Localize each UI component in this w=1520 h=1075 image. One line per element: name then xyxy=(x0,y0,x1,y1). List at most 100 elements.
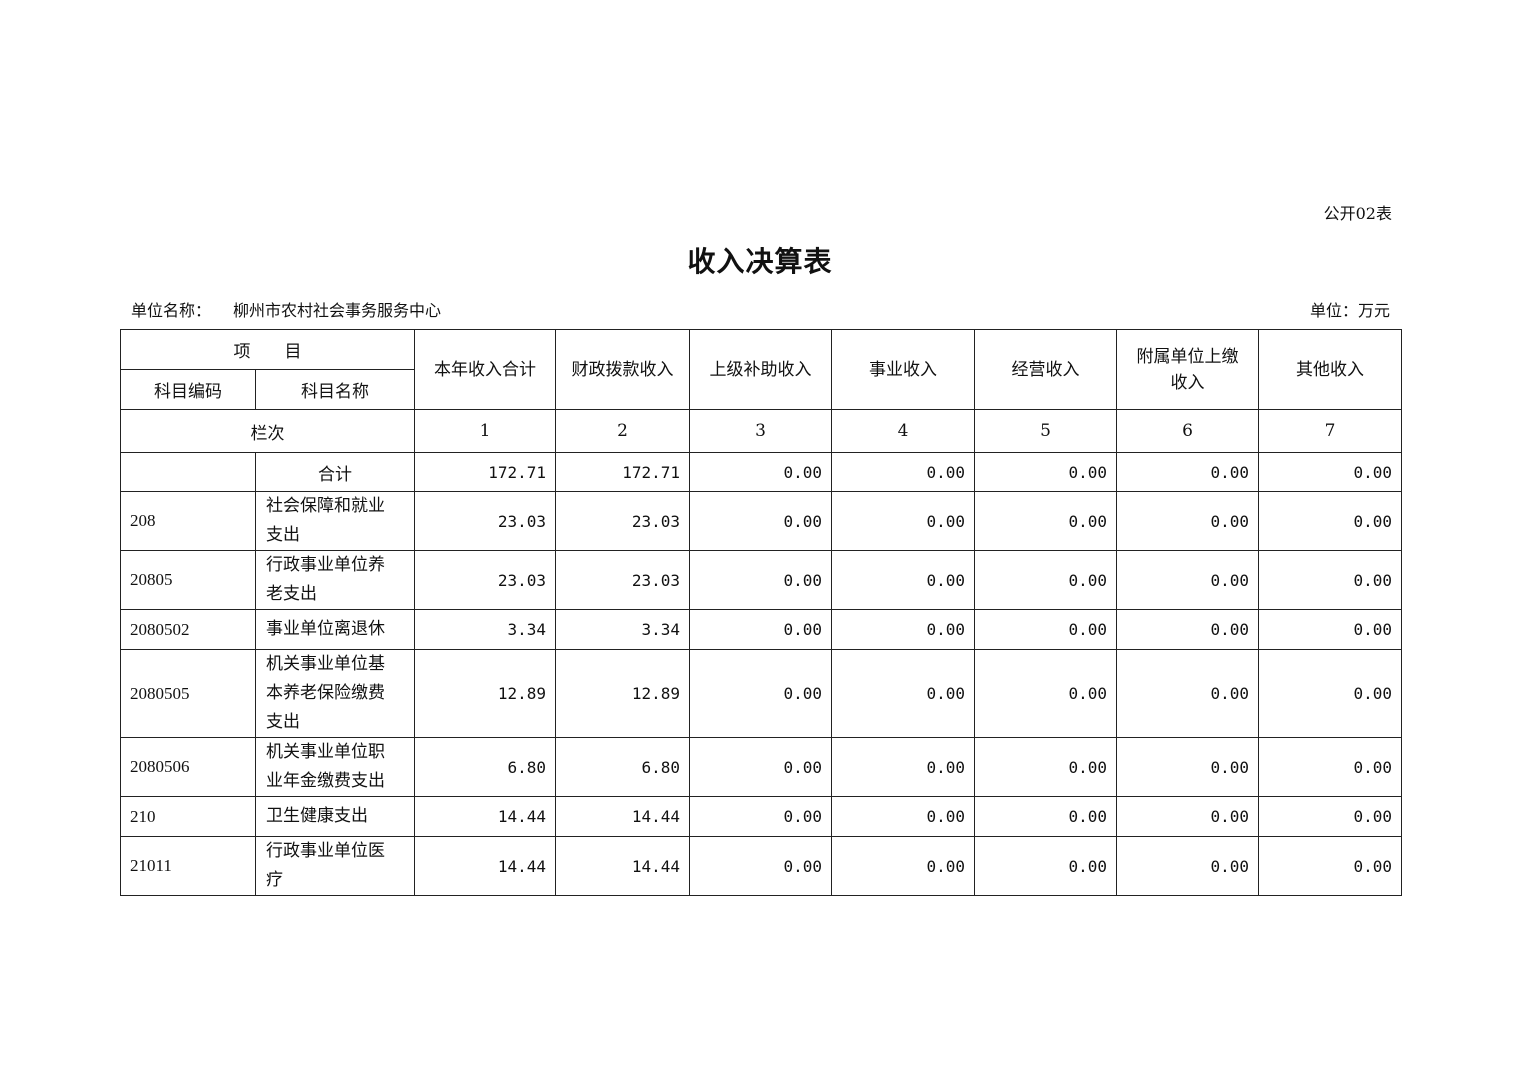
subject-name-cell: 社会保障和就业支出 xyxy=(255,491,415,551)
amount-cell: 0.00 xyxy=(831,836,975,896)
amount-cell: 0.00 xyxy=(1116,649,1259,738)
total-value: 172.71 xyxy=(414,452,556,492)
amount-cell: 0.00 xyxy=(1258,737,1402,797)
amount-cell: 0.00 xyxy=(974,609,1117,650)
total-label: 合计 xyxy=(255,452,415,492)
total-value: 0.00 xyxy=(689,452,832,492)
subject-name-cell: 机关事业单位职业年金缴费支出 xyxy=(255,737,415,797)
table-row: 2080502 事业单位离退休 3.34 3.34 0.00 0.00 0.00 0.00 0.… xyxy=(120,609,1402,650)
amount-cell: 12.89 xyxy=(414,649,556,738)
amount-cell: 0.00 xyxy=(1258,491,1402,551)
column-number: 3 xyxy=(689,409,832,453)
amount-cell: 0.00 xyxy=(1258,609,1402,650)
currency-unit: 单位：万元 xyxy=(1309,301,1390,320)
table-row: 2080506 机关事业单位职业年金缴费支出 6.80 6.80 0.00 0.00 0.0… xyxy=(120,737,1402,797)
header-col: 其他收入 xyxy=(1258,329,1402,410)
header-col: 上级补助收入 xyxy=(689,329,832,410)
amount-cell: 6.80 xyxy=(555,737,690,797)
subject-name-cell: 卫生健康支出 xyxy=(255,796,415,837)
subject-name-cell: 行政事业单位医疗 xyxy=(255,836,415,896)
header-code: 科目编码 xyxy=(120,369,256,410)
amount-cell: 3.34 xyxy=(555,609,690,650)
amount-cell: 0.00 xyxy=(1116,836,1259,896)
amount-cell: 14.44 xyxy=(555,836,690,896)
amount-cell: 0.00 xyxy=(689,836,832,896)
amount-cell: 0.00 xyxy=(1116,550,1259,610)
total-value: 0.00 xyxy=(1258,452,1402,492)
amount-cell: 0.00 xyxy=(1116,796,1259,837)
total-code xyxy=(120,452,256,492)
subject-name: 事业单位离退休 xyxy=(266,619,385,639)
column-number: 7 xyxy=(1258,409,1402,453)
form-number: 公开02表 xyxy=(1323,204,1392,223)
amount-cell: 14.44 xyxy=(555,796,690,837)
subject-code: 2080505 xyxy=(120,649,256,738)
amount-cell: 0.00 xyxy=(1116,491,1259,551)
amount-cell: 0.00 xyxy=(689,609,832,650)
table-row: 210 卫生健康支出 14.44 14.44 0.00 0.00 0.00 0.00 0.00 xyxy=(120,796,1402,837)
subject-name: 社会保障和就业支出 xyxy=(266,496,385,545)
subject-name: 卫生健康支出 xyxy=(266,806,368,826)
subject-name-cell: 事业单位离退休 xyxy=(255,609,415,650)
subject-name: 行政事业单位医疗 xyxy=(266,841,385,890)
column-number: 4 xyxy=(831,409,975,453)
column-row-label: 栏次 xyxy=(120,409,415,453)
amount-cell: 0.00 xyxy=(689,550,832,610)
amount-cell: 0.00 xyxy=(689,796,832,837)
subject-name: 机关事业单位职业年金缴费支出 xyxy=(266,742,385,791)
total-value: 172.71 xyxy=(555,452,690,492)
header-col: 财政拨款收入 xyxy=(555,329,690,410)
table-row: 20805 行政事业单位养老支出 23.03 23.03 0.00 0.00 0.00 0.0… xyxy=(120,550,1402,610)
amount-cell: 6.80 xyxy=(414,737,556,797)
subject-name: 机关事业单位基本养老保险缴费支出 xyxy=(266,654,385,732)
column-number: 6 xyxy=(1116,409,1259,453)
amount-cell: 0.00 xyxy=(1258,550,1402,610)
column-number: 1 xyxy=(414,409,556,453)
header-col: 本年收入合计 xyxy=(414,329,556,410)
header-col: 附属单位上缴收入 xyxy=(1116,329,1259,410)
subject-name-cell: 行政事业单位养老支出 xyxy=(255,550,415,610)
amount-cell: 0.00 xyxy=(831,550,975,610)
amount-cell: 0.00 xyxy=(689,737,832,797)
amount-cell: 0.00 xyxy=(1116,609,1259,650)
subject-code: 2080506 xyxy=(120,737,256,797)
unit-name-line: 单位名称： 柳州市农村社会事务服务中心 xyxy=(131,297,441,321)
table-row: 21011 行政事业单位医疗 14.44 14.44 0.00 0.00 0.00 0.00 0… xyxy=(120,836,1402,896)
total-value: 0.00 xyxy=(1116,452,1259,492)
amount-cell: 23.03 xyxy=(555,550,690,610)
subject-code: 21011 xyxy=(120,836,256,896)
amount-cell: 0.00 xyxy=(974,796,1117,837)
subject-name: 行政事业单位养老支出 xyxy=(266,555,385,604)
unit-name-value: 柳州市农村社会事务服务中心 xyxy=(233,301,442,320)
total-value: 0.00 xyxy=(831,452,975,492)
amount-cell: 3.34 xyxy=(414,609,556,650)
page-title: 收入决算表 xyxy=(687,245,833,278)
amount-cell: 0.00 xyxy=(1258,649,1402,738)
column-number: 2 xyxy=(555,409,690,453)
income-table: 项 目 本年收入合计 财政拨款收入 上级补助收入 事业收入 经营收入 附属单位上… xyxy=(120,329,1402,896)
amount-cell: 23.03 xyxy=(555,491,690,551)
total-value: 0.00 xyxy=(974,452,1117,492)
column-number: 5 xyxy=(974,409,1117,453)
amount-cell: 0.00 xyxy=(831,609,975,650)
amount-cell: 14.44 xyxy=(414,796,556,837)
table-row: 2080505 机关事业单位基本养老保险缴费支出 12.89 12.89 0.00 0.0… xyxy=(120,649,1402,738)
header-col: 事业收入 xyxy=(831,329,975,410)
amount-cell: 0.00 xyxy=(831,737,975,797)
amount-cell: 0.00 xyxy=(1116,737,1259,797)
amount-cell: 0.00 xyxy=(974,836,1117,896)
amount-cell: 0.00 xyxy=(1258,836,1402,896)
header-name: 科目名称 xyxy=(255,369,415,410)
amount-cell: 14.44 xyxy=(414,836,556,896)
subject-name-cell: 机关事业单位基本养老保险缴费支出 xyxy=(255,649,415,738)
amount-cell: 0.00 xyxy=(689,649,832,738)
subject-code: 208 xyxy=(120,491,256,551)
table-row: 208 社会保障和就业支出 23.03 23.03 0.00 0.00 0.00 0.00 0.… xyxy=(120,491,1402,551)
header-col: 经营收入 xyxy=(974,329,1117,410)
amount-cell: 23.03 xyxy=(414,491,556,551)
amount-cell: 12.89 xyxy=(555,649,690,738)
unit-name-label: 单位名称： xyxy=(131,301,212,320)
amount-cell: 0.00 xyxy=(1258,796,1402,837)
amount-cell: 0.00 xyxy=(831,796,975,837)
subject-code: 2080502 xyxy=(120,609,256,650)
